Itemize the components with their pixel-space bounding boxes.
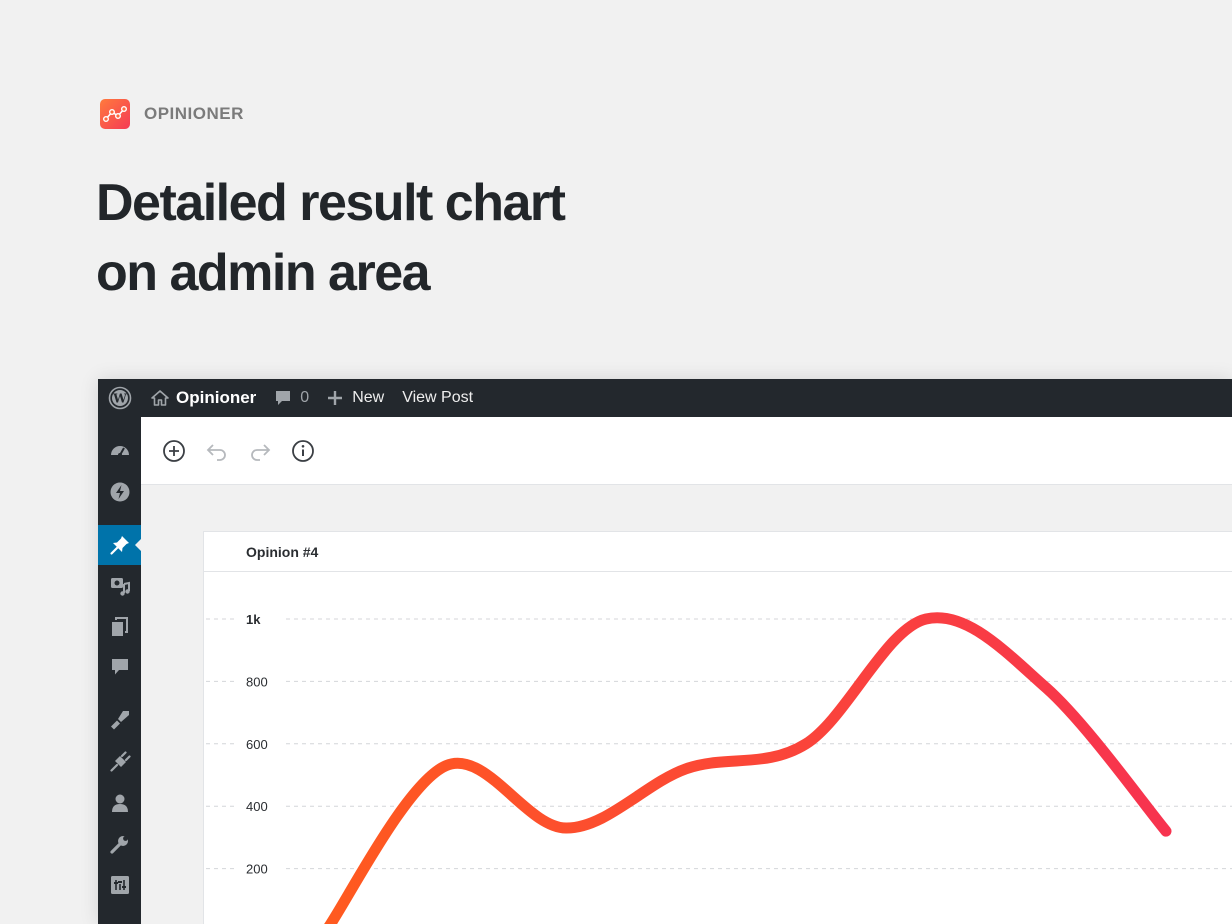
- y-tick-label-bg: [238, 858, 282, 879]
- sidebar-item-plugin[interactable]: [98, 472, 141, 512]
- view-post-link[interactable]: View Post: [402, 389, 473, 407]
- series-line: [324, 612, 1172, 924]
- wrench-icon: [109, 836, 128, 854]
- admin-screenshot: W Opinioner 0 New View Post: [98, 379, 1232, 924]
- site-name: Opinioner: [176, 388, 257, 407]
- sidebar-item-posts[interactable]: [98, 525, 141, 565]
- undo-icon: [206, 444, 226, 461]
- info-icon: [292, 440, 314, 462]
- comment-icon: [276, 391, 291, 405]
- pages-icon: [111, 617, 128, 636]
- headline-line-1: Detailed result chart: [96, 174, 566, 232]
- y-tick-label: 1k: [246, 612, 261, 627]
- media-icon: [110, 578, 130, 596]
- y-tick-label-bg: [238, 609, 282, 629]
- admin-sidebar: [98, 417, 141, 924]
- new-label: New: [352, 389, 385, 406]
- sidebar-item-appearance[interactable]: [98, 700, 141, 740]
- user-icon: [111, 794, 128, 812]
- chart-panel: Opinion #4 1k 800 600 400 200: [203, 531, 1232, 924]
- sidebar-item-settings[interactable]: [98, 865, 141, 905]
- pin-icon: [109, 536, 129, 555]
- view-post-label: View Post: [402, 389, 474, 406]
- y-tick-label-bg: [238, 671, 282, 692]
- y-tick-label-bg: [238, 796, 282, 817]
- sidebar-item-plugins[interactable]: [98, 742, 141, 782]
- brush-icon: [110, 711, 129, 730]
- sidebar-item-comments[interactable]: [98, 647, 141, 687]
- add-block-button[interactable]: [160, 437, 188, 465]
- plug-icon: [109, 751, 131, 772]
- y-tick-label: 600: [246, 737, 268, 752]
- admin-bar: W Opinioner 0 New View Post: [98, 379, 1232, 417]
- brand: OPINIONER: [100, 99, 244, 129]
- home-icon: [151, 390, 169, 406]
- panel-header: Opinion #4: [204, 532, 1232, 572]
- undo-button[interactable]: [203, 437, 231, 465]
- comments-link[interactable]: 0: [274, 389, 309, 407]
- dashboard-icon: [110, 446, 129, 457]
- sidebar-item-dashboard[interactable]: [98, 430, 141, 470]
- sidebar-item-users[interactable]: [98, 783, 141, 823]
- info-button[interactable]: [289, 437, 317, 465]
- plus-circle-icon: [163, 440, 185, 462]
- headline-line-2: on admin area: [96, 244, 431, 302]
- settings-icon: [110, 876, 129, 894]
- brand-name: OPINIONER: [144, 104, 244, 123]
- chart-logo-icon: [100, 99, 130, 129]
- new-content-link[interactable]: New: [327, 389, 384, 407]
- result-chart: 1k 800 600 400 200: [206, 609, 1232, 924]
- wordpress-logo-icon[interactable]: W: [98, 379, 141, 417]
- y-tick-label: 800: [246, 674, 268, 689]
- bolt-icon: [110, 482, 129, 502]
- redo-icon: [251, 444, 271, 461]
- y-tick-label: 400: [246, 799, 268, 814]
- site-link[interactable]: Opinioner: [141, 388, 256, 408]
- sidebar-item-tools[interactable]: [98, 824, 141, 864]
- sidebar-item-media[interactable]: [98, 566, 141, 606]
- comments-count: 0: [300, 389, 310, 406]
- comments-icon: [111, 659, 128, 675]
- svg-text:W: W: [112, 392, 127, 406]
- sidebar-item-pages[interactable]: [98, 607, 141, 647]
- plus-icon: [328, 391, 343, 405]
- redo-button[interactable]: [246, 437, 274, 465]
- panel-title: Opinion #4: [246, 543, 319, 560]
- page-headline: Detailed result chart on admin area: [96, 168, 566, 308]
- editor-toolbar: [141, 417, 1232, 485]
- y-tick-label: 200: [246, 862, 268, 877]
- y-tick-label-bg: [238, 733, 282, 754]
